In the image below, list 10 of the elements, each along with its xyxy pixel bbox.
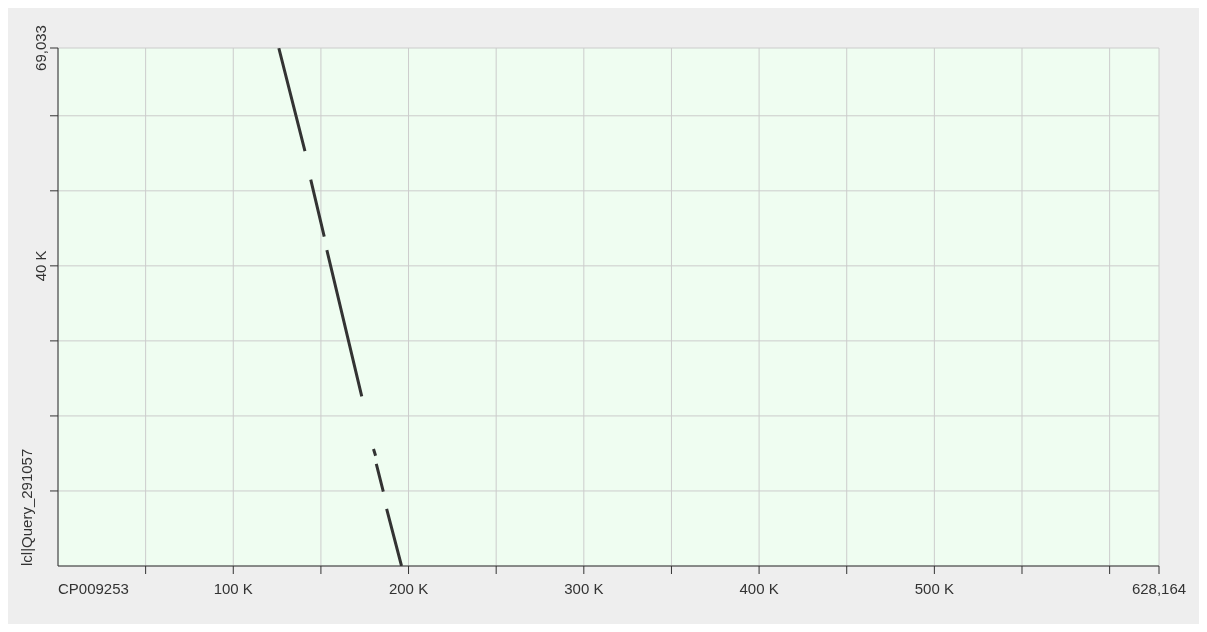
y-tick-label: 69,033: [32, 25, 49, 71]
x-tick-label: 100 K: [213, 580, 253, 597]
x-tick-label: 500 K: [914, 580, 954, 597]
x-tick-label: 628,164: [1131, 580, 1187, 597]
x-tick-label: 300 K: [564, 580, 604, 597]
y-tick-label: 40 K: [32, 250, 49, 282]
x-tick-label: 400 K: [739, 580, 779, 597]
x-tick-label: 200 K: [388, 580, 429, 597]
y-axis-title: lcl|Query_291057: [18, 448, 35, 566]
x-axis-title: CP009253: [58, 580, 129, 597]
